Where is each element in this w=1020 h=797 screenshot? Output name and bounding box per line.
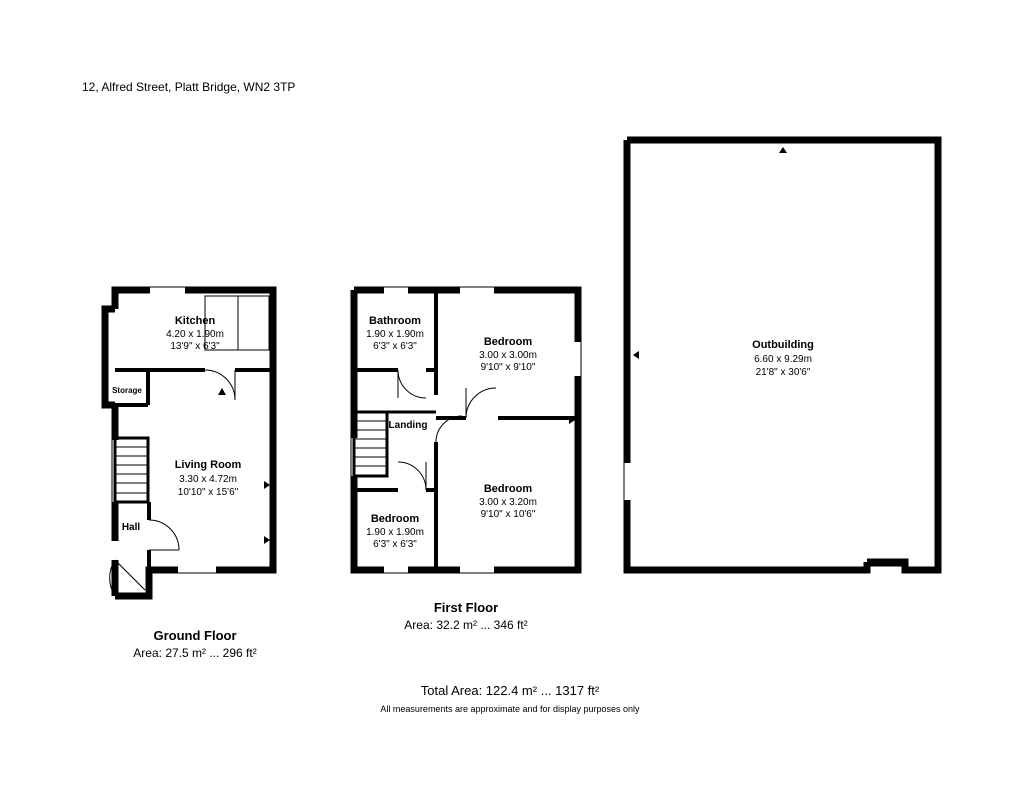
bed1-door-icon bbox=[466, 388, 496, 418]
bed2-dim-ft: 6'3" x 6'3" bbox=[373, 539, 417, 550]
first-stairs-icon bbox=[354, 412, 387, 476]
outbuilding-dim-m: 6.60 x 9.29m bbox=[754, 354, 812, 365]
living-dim-m: 3.30 x 4.72m bbox=[179, 474, 237, 485]
ground-stairs-icon bbox=[115, 438, 148, 502]
ground-area: Area: 27.5 m² ... 296 ft² bbox=[133, 646, 256, 660]
bed1-label: Bedroom bbox=[484, 336, 533, 348]
bath-door-icon bbox=[398, 370, 426, 398]
ground-floor: Storage Kitchen 4.20 x 1.90m 13'9" x 6'3… bbox=[102, 287, 273, 660]
floorplan-svg: 12, Alfred Street, Platt Bridge, WN2 3TP… bbox=[0, 0, 1020, 792]
bed3-dim-m: 3.00 x 3.20m bbox=[479, 497, 537, 508]
bed2-door-icon bbox=[398, 462, 426, 490]
arrow-icon bbox=[264, 536, 270, 544]
arrow-icon bbox=[633, 351, 639, 359]
bed2-dim-m: 1.90 x 1.90m bbox=[366, 527, 424, 538]
total-area-text: Total Area: 122.4 m² ... 1317 ft² bbox=[421, 683, 600, 698]
living-dim-ft: 10'10" x 15'6" bbox=[178, 487, 239, 498]
kitchen-dim-ft: 13'9" x 6'3" bbox=[170, 341, 220, 352]
outbuilding-dim-ft: 21'8" x 30'6" bbox=[756, 367, 811, 378]
outbuilding: Outbuilding 6.60 x 9.29m 21'8" x 30'6" bbox=[624, 140, 938, 570]
first-title: First Floor bbox=[434, 600, 498, 615]
bed1-dim-ft: 9'10" x 9'10" bbox=[481, 362, 536, 373]
first-floor: Bathroom 1.90 x 1.90m 6'3" x 6'3" Bedroo… bbox=[351, 287, 581, 632]
bed3-label: Bedroom bbox=[484, 483, 533, 495]
living-label: Living Room bbox=[175, 459, 242, 471]
address-text: 12, Alfred Street, Platt Bridge, WN2 3TP bbox=[82, 80, 295, 94]
kitchen-label: Kitchen bbox=[175, 315, 216, 327]
bed1-dim-m: 3.00 x 3.00m bbox=[479, 350, 537, 361]
hall-label: Hall bbox=[122, 522, 141, 533]
hall-door-icon bbox=[149, 520, 179, 550]
kitchen-dim-m: 4.20 x 1.90m bbox=[166, 329, 224, 340]
ground-title: Ground Floor bbox=[153, 628, 236, 643]
arrow-icon bbox=[264, 481, 270, 489]
bed3-dim-ft: 9'10" x 10'6" bbox=[481, 509, 536, 520]
bathroom-dim-ft: 6'3" x 6'3" bbox=[373, 341, 417, 352]
storage-label: Storage bbox=[112, 386, 142, 395]
arrow-icon bbox=[779, 147, 787, 153]
front-door-leaf bbox=[115, 560, 145, 590]
ground-kitchen-door-icon bbox=[205, 370, 235, 400]
bed2-label: Bedroom bbox=[371, 513, 420, 525]
bathroom-dim-m: 1.90 x 1.90m bbox=[366, 329, 424, 340]
disclaimer-text: All measurements are approximate and for… bbox=[380, 704, 640, 714]
floorplan-page: 12, Alfred Street, Platt Bridge, WN2 3TP… bbox=[0, 0, 1020, 792]
bathroom-label: Bathroom bbox=[369, 315, 421, 327]
first-area: Area: 32.2 m² ... 346 ft² bbox=[404, 618, 527, 632]
landing-label: Landing bbox=[389, 420, 428, 431]
arrow-icon bbox=[218, 388, 226, 395]
outbuilding-label: Outbuilding bbox=[752, 339, 814, 351]
